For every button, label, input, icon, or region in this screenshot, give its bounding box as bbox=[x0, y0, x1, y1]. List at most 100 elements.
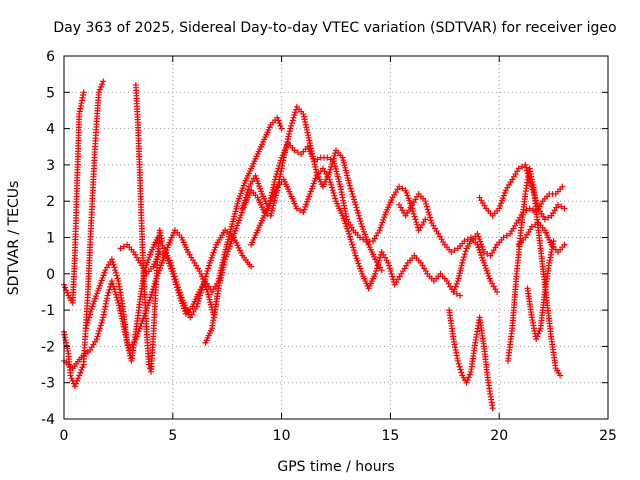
data-point bbox=[240, 202, 247, 209]
data-point bbox=[239, 205, 246, 212]
data-point bbox=[353, 204, 360, 211]
data-point bbox=[453, 280, 460, 287]
x-tick-label: 10 bbox=[273, 428, 291, 444]
data-point bbox=[71, 383, 78, 390]
data-point bbox=[523, 164, 530, 171]
data-point bbox=[293, 205, 300, 212]
data-point bbox=[291, 147, 298, 154]
data-point bbox=[412, 216, 419, 223]
data-point bbox=[171, 276, 178, 283]
data-point bbox=[86, 314, 93, 321]
data-point bbox=[389, 273, 396, 280]
data-point bbox=[427, 214, 434, 221]
data-point bbox=[330, 190, 337, 197]
data-point bbox=[331, 192, 338, 199]
series-arc-10 bbox=[396, 190, 501, 295]
data-point bbox=[277, 122, 284, 129]
data-point bbox=[532, 221, 539, 228]
y-tick-label: -4 bbox=[41, 412, 55, 428]
data-point bbox=[97, 83, 104, 90]
data-point bbox=[452, 283, 459, 290]
data-point bbox=[244, 189, 251, 196]
data-point bbox=[375, 259, 382, 266]
series-arc-1 bbox=[61, 89, 87, 306]
data-point bbox=[535, 330, 542, 337]
data-point bbox=[87, 308, 94, 315]
data-point bbox=[147, 294, 154, 301]
data-point bbox=[424, 206, 431, 213]
data-point bbox=[112, 269, 119, 276]
data-point bbox=[503, 232, 510, 239]
data-point bbox=[99, 81, 106, 88]
x-axis-ticks: 0 5 10 15 20 25 bbox=[60, 56, 617, 444]
data-point bbox=[541, 216, 548, 223]
data-point bbox=[169, 270, 176, 277]
data-point bbox=[410, 210, 417, 217]
data-point bbox=[387, 268, 394, 275]
data-point bbox=[294, 149, 301, 156]
data-point bbox=[203, 270, 210, 277]
data-point bbox=[241, 200, 248, 207]
data-point bbox=[111, 286, 118, 293]
data-point bbox=[326, 176, 333, 183]
data-point bbox=[461, 238, 468, 245]
data-point bbox=[120, 243, 127, 250]
data-point bbox=[64, 289, 71, 296]
data-point bbox=[149, 288, 156, 295]
data-point bbox=[561, 205, 568, 212]
data-point bbox=[68, 375, 75, 382]
data-point bbox=[376, 257, 383, 264]
data-point bbox=[276, 160, 283, 167]
data-point bbox=[83, 322, 90, 329]
data-point bbox=[461, 251, 468, 258]
data-point bbox=[158, 238, 165, 245]
data-point bbox=[326, 169, 333, 176]
data-point bbox=[409, 208, 416, 215]
data-point bbox=[426, 211, 433, 218]
data-point bbox=[411, 213, 418, 220]
data-point bbox=[451, 286, 458, 293]
data-point bbox=[346, 182, 353, 189]
data-point bbox=[332, 195, 339, 202]
data-point bbox=[75, 375, 82, 382]
data-point bbox=[545, 214, 552, 221]
data-point bbox=[173, 281, 180, 288]
data-point bbox=[350, 244, 357, 251]
series-arc-9 bbox=[248, 165, 464, 299]
data-point bbox=[96, 325, 103, 332]
data-point bbox=[204, 268, 211, 275]
data-point bbox=[463, 379, 470, 386]
data-point bbox=[458, 369, 465, 376]
series-arc-11 bbox=[446, 307, 496, 412]
data-point bbox=[456, 363, 463, 370]
data-point bbox=[373, 265, 380, 272]
data-point bbox=[460, 254, 467, 261]
data-point bbox=[356, 215, 363, 222]
data-point bbox=[112, 288, 119, 295]
data-point bbox=[519, 163, 526, 170]
data-point bbox=[558, 203, 565, 210]
y-tick-label: 5 bbox=[46, 85, 55, 101]
data-point bbox=[289, 117, 296, 124]
data-point bbox=[95, 89, 102, 96]
x-axis-label: GPS time / hours bbox=[277, 459, 394, 475]
data-point bbox=[425, 209, 432, 216]
data-point bbox=[522, 161, 529, 168]
data-point bbox=[453, 290, 460, 297]
data-point bbox=[290, 114, 297, 121]
data-point bbox=[278, 125, 285, 132]
data-point bbox=[113, 294, 120, 301]
data-point bbox=[347, 185, 354, 192]
data-point bbox=[275, 165, 282, 172]
data-point bbox=[80, 89, 87, 96]
data-point bbox=[109, 280, 116, 287]
data-point bbox=[100, 78, 107, 85]
data-point bbox=[351, 249, 358, 256]
series-arc-14 bbox=[504, 165, 564, 379]
data-point bbox=[352, 201, 359, 208]
data-point bbox=[422, 216, 429, 223]
data-point bbox=[62, 284, 69, 291]
data-point bbox=[311, 158, 318, 165]
data-point bbox=[462, 248, 469, 255]
